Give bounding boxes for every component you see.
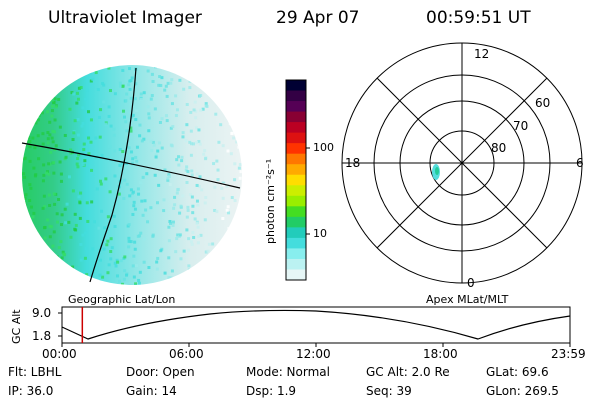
colorbar-segment bbox=[286, 90, 306, 102]
polar-axis-diag2 bbox=[376, 77, 548, 249]
colorbar-segment bbox=[286, 195, 306, 207]
altitude-xtick-0000: 00:00 bbox=[42, 347, 77, 361]
colorbar-tick-label-10: 10 bbox=[313, 227, 327, 240]
altitude-ytick-1-8: 1.8 bbox=[32, 329, 52, 343]
status-glon: GLon: 269.5 bbox=[486, 384, 559, 398]
altitude-xtick-1200: 12:00 bbox=[296, 347, 331, 361]
colorbar-segment bbox=[286, 227, 306, 239]
altitude-curve bbox=[61, 309, 571, 340]
status-ip: IP: 36.0 bbox=[8, 384, 54, 398]
colorbar-segment bbox=[286, 111, 306, 123]
status-seq: Seq: 39 bbox=[366, 384, 412, 398]
status-glat: GLat: 69.6 bbox=[486, 365, 549, 379]
altitude-xtick-1800: 18:00 bbox=[423, 347, 458, 361]
colorbar-tick-label-100: 100 bbox=[313, 141, 334, 154]
colorbar-segment bbox=[286, 206, 306, 218]
colorbar-segment bbox=[286, 216, 306, 228]
colorbar-segment bbox=[286, 101, 306, 113]
geographic-label: Geographic Lat/Lon bbox=[68, 293, 176, 306]
altitude-xtick-0600: 06:00 bbox=[169, 347, 204, 361]
colorbar-segment bbox=[286, 258, 306, 270]
colorbar-segment bbox=[286, 164, 306, 176]
colorbar-segment bbox=[286, 174, 306, 186]
status-gcalt: GC Alt: 2.0 Re bbox=[366, 365, 450, 379]
polar-label: Apex MLat/MLT bbox=[426, 293, 509, 306]
status-door: Door: Open bbox=[126, 365, 195, 379]
mlt-label-6: 6 bbox=[576, 156, 584, 170]
colorbar-segment bbox=[286, 80, 306, 92]
time-label: 00:59:51 UT bbox=[426, 8, 531, 28]
geo-parallel-line bbox=[21, 142, 241, 189]
instrument-title: Ultraviolet Imager bbox=[48, 8, 202, 28]
colorbar-segment bbox=[286, 185, 306, 197]
altitude-ylabel: GC Alt bbox=[10, 309, 23, 344]
date-label: 29 Apr 07 bbox=[276, 8, 360, 28]
colorbar-segment bbox=[286, 269, 306, 281]
mlt-label-12: 12 bbox=[474, 47, 490, 61]
mlat-label-80: 80 bbox=[491, 141, 507, 155]
status-gain: Gain: 14 bbox=[126, 384, 177, 398]
colorbar-segment bbox=[286, 153, 306, 165]
geo-meridian-line bbox=[89, 67, 137, 283]
colorbar-segment bbox=[286, 237, 306, 249]
status-mode: Mode: Normal bbox=[246, 365, 330, 379]
colorbar-segment bbox=[286, 132, 306, 144]
status-flt: Flt: LBHL bbox=[8, 365, 62, 379]
status-dsp: Dsp: 1.9 bbox=[246, 384, 297, 398]
mlat-label-60: 60 bbox=[535, 96, 551, 110]
colorbar-segment bbox=[286, 143, 306, 155]
mlt-label-0: 0 bbox=[467, 276, 475, 290]
mlat-label-70: 70 bbox=[513, 119, 529, 133]
altitude-ytick-9: 9.0 bbox=[32, 306, 52, 320]
mlt-label-18: 18 bbox=[345, 156, 361, 170]
altitude-xtick-2359: 23:59 bbox=[551, 347, 586, 361]
colorbar-segment bbox=[286, 122, 306, 134]
colorbar-segment bbox=[286, 248, 306, 260]
